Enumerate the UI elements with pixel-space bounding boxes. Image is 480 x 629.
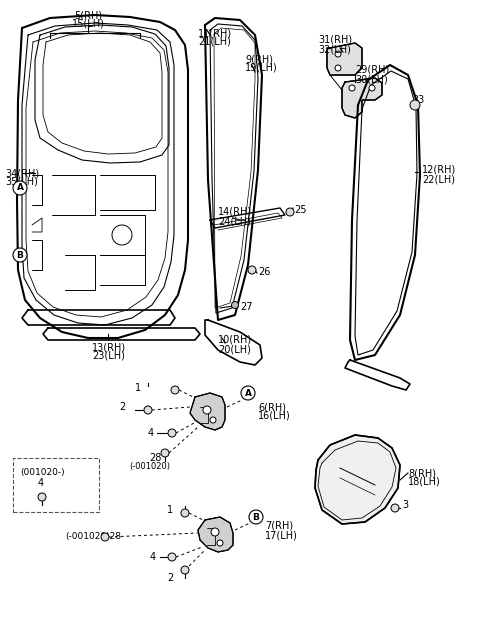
Circle shape [231,301,239,308]
Circle shape [144,406,152,414]
Polygon shape [342,78,382,118]
Text: 35(LH): 35(LH) [5,177,38,187]
Circle shape [210,417,216,423]
Text: 20(LH): 20(LH) [218,344,251,354]
Text: 31(RH): 31(RH) [318,35,352,45]
Circle shape [203,406,211,414]
Circle shape [248,266,256,274]
Circle shape [410,100,420,110]
Text: 13(RH): 13(RH) [92,342,126,352]
Circle shape [168,553,176,561]
Text: 14(RH): 14(RH) [218,207,252,217]
Circle shape [249,510,263,524]
Text: A: A [16,184,24,192]
Text: (001020-): (001020-) [20,468,65,477]
Text: 33: 33 [412,95,424,105]
Circle shape [171,386,179,394]
Text: 18(LH): 18(LH) [408,477,441,487]
Circle shape [369,85,375,91]
Text: 4: 4 [150,552,156,562]
Text: 28: 28 [149,453,161,463]
Circle shape [181,566,189,574]
Circle shape [161,449,169,457]
Circle shape [391,504,399,512]
Circle shape [335,65,341,71]
Text: 3: 3 [402,500,408,510]
Polygon shape [315,435,400,524]
Circle shape [168,429,176,437]
Circle shape [13,181,27,195]
Text: 1: 1 [167,505,173,515]
Text: B: B [252,513,259,521]
Circle shape [286,208,294,216]
Text: B: B [17,250,24,260]
Text: 15(LH): 15(LH) [72,18,105,28]
Text: 5(RH): 5(RH) [74,10,102,20]
Circle shape [38,493,46,501]
Text: 17(LH): 17(LH) [265,530,298,540]
Text: 8(RH): 8(RH) [408,468,436,478]
Text: 7(RH): 7(RH) [265,520,293,530]
Text: 25: 25 [294,205,307,215]
Text: 26: 26 [258,267,270,277]
Text: 27: 27 [240,302,252,312]
Text: 2: 2 [167,573,173,583]
Text: 2: 2 [119,402,125,412]
Circle shape [217,540,223,546]
Text: 1: 1 [135,383,141,393]
Text: 23(LH): 23(LH) [92,351,125,361]
Circle shape [335,51,341,57]
Text: 6(RH): 6(RH) [258,402,286,412]
Text: 4: 4 [38,478,44,488]
Circle shape [211,528,219,536]
Text: A: A [244,389,252,398]
Polygon shape [198,517,233,552]
Text: 21(LH): 21(LH) [198,37,231,47]
Text: 12(RH): 12(RH) [422,165,456,175]
Text: 32(LH): 32(LH) [318,44,351,54]
Text: 11(RH): 11(RH) [198,28,232,38]
Circle shape [13,248,27,262]
Text: 16(LH): 16(LH) [258,411,291,421]
Circle shape [349,85,355,91]
Text: 24(LH): 24(LH) [218,216,251,226]
Text: 4: 4 [148,428,154,438]
Polygon shape [190,393,225,430]
Circle shape [101,533,109,541]
Text: 29(RH): 29(RH) [355,65,389,75]
Circle shape [241,386,255,400]
Text: 30(LH): 30(LH) [355,74,388,84]
Text: (-001020): (-001020) [130,462,170,471]
Polygon shape [327,43,362,75]
Text: 19(LH): 19(LH) [245,63,278,73]
Text: 10(RH): 10(RH) [218,335,252,345]
Circle shape [112,225,132,245]
Circle shape [181,509,189,517]
Text: 9(RH): 9(RH) [245,55,273,65]
Text: (-001020)28: (-001020)28 [65,533,121,542]
Text: 22(LH): 22(LH) [422,174,455,184]
Text: 34(RH): 34(RH) [5,168,39,178]
